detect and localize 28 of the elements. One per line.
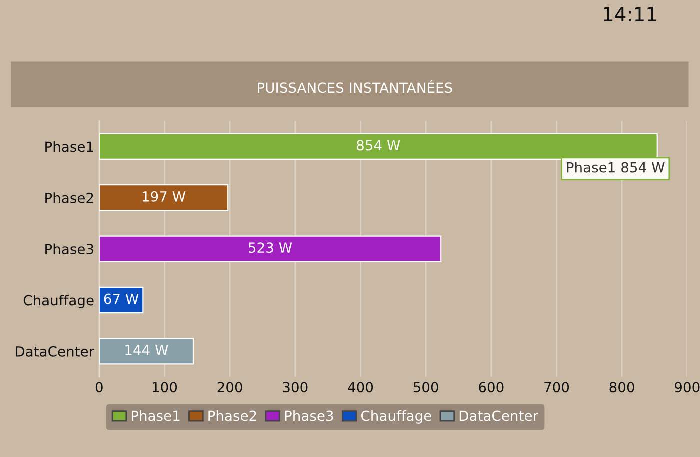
x-tick-label: 900: [675, 382, 700, 393]
data-label: 197 W: [142, 191, 186, 202]
legend-label: Phase2: [208, 410, 256, 422]
x-tick-label: 600: [479, 382, 504, 393]
x-tick-label: 300: [283, 382, 308, 393]
legend-label: Phase1: [132, 410, 180, 422]
annotation: Phase1 854 W: [567, 162, 665, 173]
x-tick-label: 200: [218, 382, 242, 393]
y-tick-label: Chauffage: [24, 294, 94, 308]
x-tick-label: 100: [153, 382, 178, 393]
data-label: 523 W: [248, 242, 292, 254]
y-tick-label: Phase1: [46, 141, 94, 152]
x-tick-label: 700: [544, 382, 570, 393]
text: 14:11: [604, 7, 656, 22]
y-tick-label: Phase2: [46, 192, 94, 204]
x-tick-label: 400: [348, 382, 374, 393]
legend-label: Chauffage: [361, 410, 432, 424]
x-tick-label: 0: [96, 382, 103, 393]
legend-label: DataCenter: [460, 410, 538, 422]
x-tick-label: 500: [414, 382, 438, 393]
x-tick-label: 800: [610, 382, 634, 393]
legend-label: Phase3: [285, 410, 334, 422]
y-tick-label: Phase3: [46, 244, 94, 255]
data-label: 67 W: [104, 294, 139, 304]
data-label: 144 W: [126, 345, 168, 356]
data-label: 854 W: [356, 140, 400, 151]
chart-title: PUISSANCES INSTANTANÉES: [258, 80, 452, 94]
y-tick-label: DataCenter: [16, 346, 95, 357]
